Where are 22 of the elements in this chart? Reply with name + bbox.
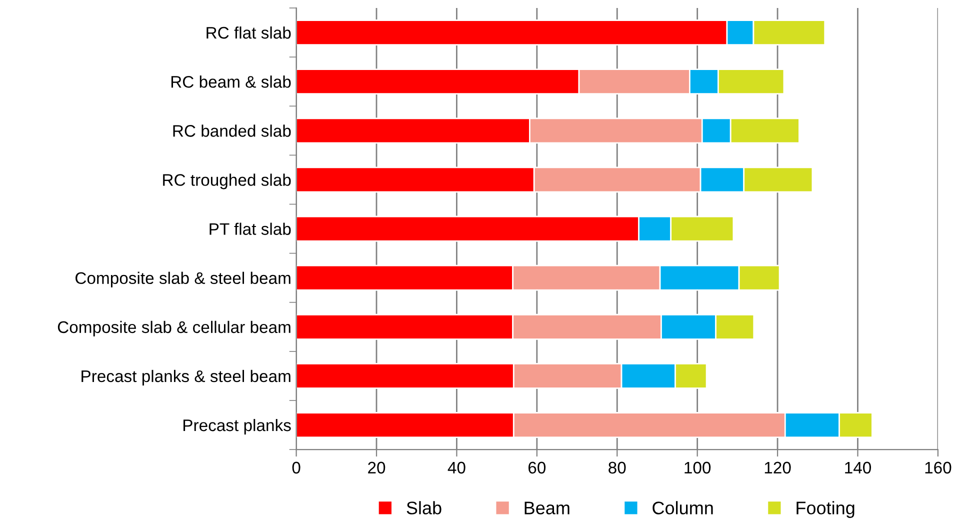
y-tick-label: Composite slab & steel beam (76, 272, 290, 288)
y-tick-label: RC troughed slab (163, 174, 291, 190)
legend-label: Beam (524, 502, 570, 514)
x-tick-label: 0 (292, 462, 300, 474)
legend-label: Column (652, 501, 713, 514)
x-tick-label: 160 (925, 462, 952, 474)
y-tick-label: RC flat slab (206, 26, 291, 39)
x-tick-label: 120 (764, 462, 791, 474)
x-tick-label: 80 (608, 462, 626, 474)
x-tick-label: 40 (448, 462, 466, 474)
x-tick-label: 140 (845, 462, 871, 474)
y-tick-label: Composite slab & cellular beam (58, 320, 290, 336)
x-tick-label: 60 (528, 462, 546, 474)
y-tick-label: RC beam & slab (171, 76, 291, 88)
legend-label: Footing (796, 501, 854, 518)
x-tick-label: 20 (368, 462, 386, 474)
y-tick-label: Precast planks (183, 418, 291, 435)
y-tick-label: Precast planks & steel beam (82, 370, 290, 386)
y-tick-label: PT flat slab (210, 222, 291, 235)
legend-label: Slab (406, 501, 442, 514)
x-tick-label: 100 (684, 462, 711, 474)
y-tick-label: RC banded slab (173, 124, 291, 137)
